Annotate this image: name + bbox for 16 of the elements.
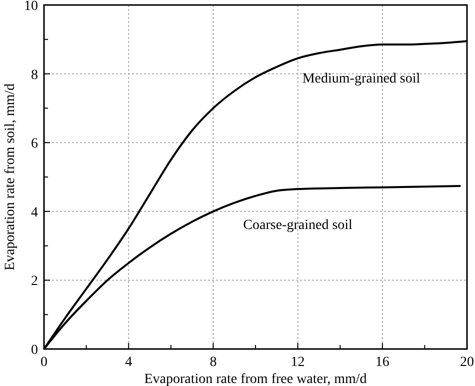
y-tick-label: 8: [31, 68, 38, 83]
y-tick-label: 6: [31, 136, 38, 152]
x-tick-label: 4: [125, 355, 132, 370]
x-tick-label: 20: [460, 355, 474, 370]
x-axis-title: Evaporation rate from free water, mm/d: [144, 372, 367, 386]
x-tick-label: 0: [40, 355, 48, 370]
series-label: Medium-grained soil: [302, 71, 420, 86]
y-tick-label: 0: [31, 343, 38, 358]
y-tick-label: 2: [31, 274, 38, 290]
x-tick-label: 16: [375, 355, 390, 370]
x-tick-label: 8: [210, 355, 217, 370]
y-tick-label: 10: [24, 0, 38, 14]
x-tick-label: 12: [290, 355, 305, 370]
y-axis-title: Evaporation rate from soil, mm/d: [3, 83, 18, 271]
y-tick-label: 4: [31, 205, 38, 220]
series-label: Coarse-grained soil: [243, 218, 353, 234]
